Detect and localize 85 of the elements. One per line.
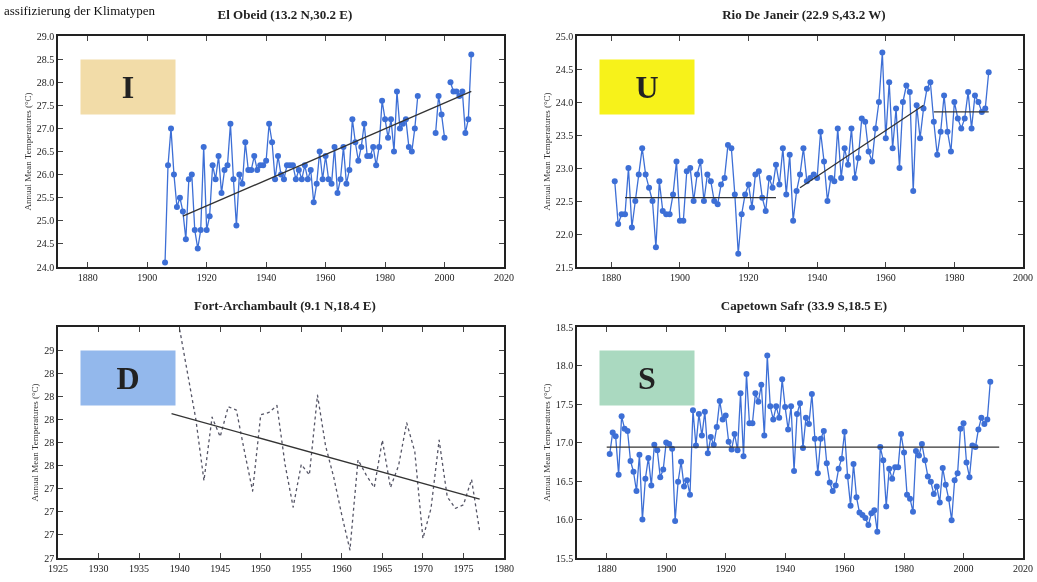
x-tick-label: 1940 (807, 271, 828, 283)
annotation: D (116, 360, 140, 396)
x-tick-label: 2020 (494, 271, 514, 283)
y-tick-label: 22.5 (555, 195, 574, 207)
x-tick-label: 1880 (596, 562, 617, 574)
x-tick-label: 1950 (250, 562, 271, 574)
y-tick-label: 17.5 (555, 398, 574, 410)
y-tick-label: 28 (44, 437, 55, 448)
x-tick-label: 1955 (291, 562, 312, 574)
annotation: S (638, 360, 656, 396)
x-tick-label: 1930 (88, 562, 109, 574)
annotation: I (121, 69, 135, 105)
x-tick-label: 1940 (169, 562, 190, 574)
y-tick-label: 25.0 (555, 30, 574, 42)
x-tick-label: 1960 (875, 271, 896, 283)
y-tick-label: 18.5 (555, 321, 574, 333)
y-tick-label: 27 (44, 483, 55, 495)
y-tick-label: 27.0 (36, 122, 55, 134)
chart-title: Fort-Archambault (9.1 N,18.4 E) (194, 298, 376, 314)
y-tick-label: 15.5 (555, 552, 574, 564)
text: assifizierung der Klimatypen (4, 3, 156, 18)
y-tick-label: 26.5 (36, 146, 55, 157)
y-tick-label: 21.5 (555, 261, 574, 273)
y-tick-label: 29.0 (36, 30, 55, 42)
x-tick-label: 2000 (1013, 271, 1033, 283)
x-tick-label: 1920 (738, 271, 759, 283)
y-tick-label: 28.5 (36, 53, 55, 65)
x-tick-label: 1980 (375, 271, 396, 283)
y-tick-label: 24.5 (555, 63, 574, 75)
x-tick-label: 1945 (210, 562, 231, 574)
y-tick-label: 16.5 (555, 475, 574, 487)
x-tick-label: 1980 (944, 271, 965, 283)
y-tick-label: 22.0 (555, 228, 574, 240)
x-tick-label: 1960 (331, 562, 352, 574)
y-axis-title: Annual Mean Temperatures (°C) (30, 383, 41, 502)
x-tick-label: 1940 (256, 271, 277, 283)
y-axis-title: Annual Mean Temperatures (°C) (541, 383, 552, 502)
y-tick-label: 28 (44, 367, 55, 379)
y-tick-label: 25.5 (36, 192, 55, 204)
y-tick-label: 24.0 (555, 96, 574, 108)
y-tick-label: 28 (44, 390, 55, 402)
y-tick-label: 16.0 (555, 514, 574, 525)
x-tick-label: 1980 (494, 562, 514, 574)
y-axis-title: Annual Mean Temperatures (°C) (22, 92, 33, 211)
x-tick-label: 1880 (77, 271, 98, 283)
x-tick-label: 1940 (775, 562, 796, 574)
chart-title: Rio De Janeir (22.9 S,43.2 W) (722, 7, 886, 23)
line-series (178, 328, 481, 551)
chart-title: El Obeid (13.2 N,30.2 E) (217, 7, 353, 23)
x-tick-label: 1980 (894, 562, 915, 574)
y-tick-label: 24.0 (36, 261, 55, 273)
y-tick-label: 23.0 (555, 162, 574, 174)
y-tick-label: 29 (44, 344, 55, 356)
y-tick-label: 27.5 (36, 99, 55, 111)
x-tick-label: 2020 (1013, 562, 1033, 574)
y-axis-title: Annual Mean Temperatures (°C) (541, 92, 552, 211)
x-tick-label: 1970 (412, 562, 433, 574)
y-tick-label: 28 (44, 460, 55, 472)
x-tick-label: 2000 (434, 271, 455, 283)
x-tick-label: 1975 (453, 562, 474, 574)
y-tick-label: 26.0 (36, 169, 55, 181)
x-tick-label: 1935 (129, 562, 150, 574)
x-tick-label: 1900 (656, 562, 677, 574)
y-tick-label: 17.0 (555, 437, 574, 448)
annotation: U (635, 69, 659, 105)
y-tick-label: 23.5 (555, 129, 574, 141)
y-tick-label: 28.0 (36, 76, 55, 88)
x-tick-label: 2000 (953, 562, 974, 574)
x-tick-label: 1900 (137, 271, 158, 283)
y-tick-label: 27 (44, 529, 55, 541)
x-tick-label: 1880 (601, 271, 622, 283)
x-tick-label: 1965 (372, 562, 393, 574)
x-tick-label: 1920 (196, 271, 217, 283)
y-tick-label: 28 (44, 413, 55, 425)
x-tick-label: 1925 (48, 562, 68, 574)
y-tick-label: 24.5 (36, 238, 55, 250)
x-tick-label: 1900 (669, 271, 690, 283)
x-tick-label: 1960 (834, 562, 855, 574)
y-tick-label: 18.0 (555, 360, 574, 371)
y-tick-label: 27 (44, 506, 55, 518)
y-tick-label: 25.0 (36, 215, 55, 227)
x-tick-label: 1960 (315, 271, 336, 283)
y-tick-label: 27 (44, 552, 55, 564)
chart-title: Capetown Safr (33.9 S,18.5 E) (720, 298, 888, 314)
x-tick-label: 1920 (715, 562, 736, 574)
